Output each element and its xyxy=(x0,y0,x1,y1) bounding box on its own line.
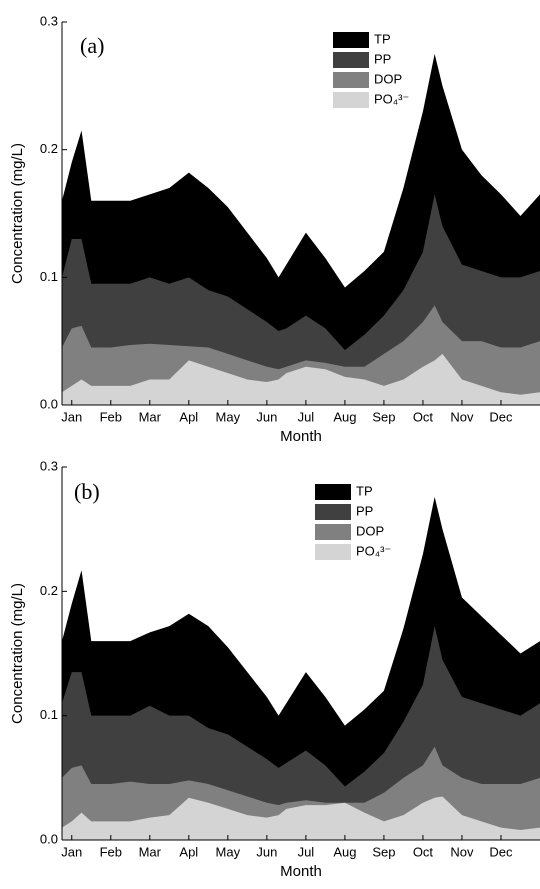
legend-label: PP xyxy=(374,51,391,66)
x-tick-label: Oct xyxy=(413,409,434,424)
y-tick-label: 0.2 xyxy=(40,583,58,598)
legend-swatch xyxy=(333,52,369,68)
x-tick-label: Aug xyxy=(333,844,356,859)
y-axis-label: Concentration (mg/L) xyxy=(9,143,26,284)
area xyxy=(62,796,540,840)
y-axis-label: Concentration (mg/L) xyxy=(9,583,26,724)
legend-swatch xyxy=(315,524,351,540)
x-tick-label: Nov xyxy=(450,844,474,859)
y-tick-label: 0.3 xyxy=(40,13,58,28)
x-tick-label: May xyxy=(216,844,241,859)
y-tick-label: 0.2 xyxy=(40,141,58,156)
x-tick-label: Sep xyxy=(372,409,395,424)
x-tick-label: Feb xyxy=(100,844,122,859)
legend-swatch xyxy=(333,32,369,48)
x-tick-label: Jan xyxy=(61,844,82,859)
area xyxy=(62,353,540,405)
panel-label: (b) xyxy=(74,479,100,504)
x-tick-label: Jun xyxy=(256,409,277,424)
x-axis-label: Month xyxy=(280,863,322,880)
legend-swatch xyxy=(315,544,351,560)
x-tick-label: Feb xyxy=(100,409,122,424)
legend-swatch xyxy=(333,92,369,108)
x-tick-label: Dec xyxy=(489,844,513,859)
legend-label: PO₄³⁻ xyxy=(374,91,409,106)
y-tick-label: 0.1 xyxy=(40,269,58,284)
x-tick-label: Mar xyxy=(139,409,162,424)
x-tick-label: Jul xyxy=(298,409,315,424)
x-tick-label: Aug xyxy=(333,409,356,424)
x-tick-label: Jul xyxy=(298,844,315,859)
y-tick-label: 0.1 xyxy=(40,707,58,722)
x-tick-label: Oct xyxy=(413,844,434,859)
x-tick-label: Jan xyxy=(61,409,82,424)
x-tick-label: Mar xyxy=(139,844,162,859)
x-tick-label: Dec xyxy=(489,409,513,424)
legend-swatch xyxy=(333,72,369,88)
legend-label: DOP xyxy=(374,71,402,86)
legend-swatch xyxy=(315,504,351,520)
x-tick-label: Jun xyxy=(256,844,277,859)
x-tick-label: Sep xyxy=(372,844,395,859)
y-tick-label: 0.0 xyxy=(40,396,58,411)
x-tick-label: Nov xyxy=(450,409,474,424)
y-tick-label: 0.3 xyxy=(40,458,58,473)
y-tick-label: 0.0 xyxy=(40,831,58,846)
legend-swatch xyxy=(315,484,351,500)
legend-label: TP xyxy=(374,31,391,46)
legend-label: PO₄³⁻ xyxy=(356,543,391,558)
panel-label: (a) xyxy=(80,33,104,58)
legend-label: DOP xyxy=(356,523,384,538)
legend-label: PP xyxy=(356,503,373,518)
x-tick-label: Apl xyxy=(179,409,198,424)
x-tick-label: May xyxy=(216,409,241,424)
x-tick-label: Apl xyxy=(179,844,198,859)
legend-label: TP xyxy=(356,483,373,498)
x-axis-label: Month xyxy=(280,428,322,445)
